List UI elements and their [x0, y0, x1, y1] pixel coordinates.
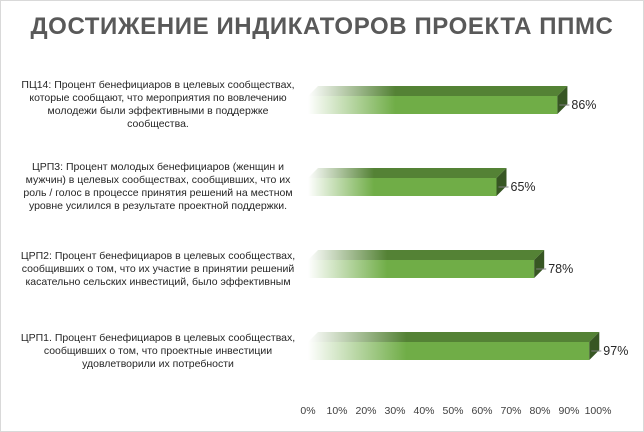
- category-label-line: ЦРП3: Процент молодых бенефициаров (женщ…: [31, 161, 284, 173]
- category-label-line: роль / голос в процессе принятия решений…: [23, 187, 293, 199]
- category-label-line: ПЦ14: Процент бенефициаров в целевых соо…: [21, 79, 295, 91]
- bar-side-face: [557, 86, 568, 114]
- bar: [308, 342, 590, 360]
- data-label: 97%: [603, 344, 628, 358]
- category-label-line: ЦРП1. Процент бенефициаров в целевых соо…: [20, 331, 296, 344]
- bar: [308, 260, 535, 278]
- category-label-line: удовлетворили их потребности: [82, 357, 234, 370]
- bar-top-face: [308, 168, 507, 178]
- category-label: ЦРП3: Процент молодых бенефициаров (женщ…: [8, 161, 308, 213]
- category-label-line: ЦРП2: Процент бенефициаров в целевых соо…: [20, 249, 296, 262]
- bar: [308, 178, 497, 196]
- x-tick-label: 90%: [558, 405, 579, 417]
- x-tick-label: 40%: [413, 405, 434, 417]
- category-label-line: уровне усилился в результате проектной п…: [28, 200, 288, 212]
- category-label-line: мужчин) в целевых сообществах, сообщивши…: [25, 174, 291, 186]
- bar: [308, 96, 558, 114]
- category-label: ЦРП2: Процент бенефициаров в целевых соо…: [8, 250, 308, 289]
- category-label: ПЦ14: Процент бенефициаров в целевых соо…: [8, 79, 308, 131]
- bar-side-face: [589, 332, 600, 360]
- category-label: ЦРП1. Процент бенефициаров в целевых соо…: [8, 332, 308, 371]
- x-tick-label: 60%: [471, 405, 492, 417]
- category-label-line: которые сообщают, что мероприятия по вов…: [29, 92, 287, 104]
- x-tick-label: 20%: [355, 405, 376, 417]
- data-label: 86%: [571, 98, 596, 112]
- data-label: 78%: [548, 262, 573, 276]
- bar-top-face: [308, 332, 600, 342]
- bar-top-face: [308, 86, 568, 96]
- bar-side-face: [496, 168, 507, 196]
- chart-title: ДОСТИЖЕНИЕ ИНДИКАТОРОВ ПРОЕКТА ППМС: [30, 13, 614, 40]
- x-tick-label: 10%: [326, 405, 347, 417]
- x-tick-label: 50%: [442, 405, 463, 417]
- data-label: 65%: [511, 180, 536, 194]
- x-tick-label: 70%: [500, 405, 521, 417]
- bar-top-face: [308, 250, 545, 260]
- x-tick-label: 80%: [529, 405, 550, 417]
- bar-side-face: [534, 250, 545, 278]
- x-tick-label: 0%: [300, 405, 315, 417]
- category-label-line: молодежи были эффективными в поддержке: [47, 105, 269, 117]
- category-label-line: сообщества.: [127, 118, 189, 130]
- x-tick-label: 100%: [585, 405, 612, 417]
- category-label-line: сообщивших о том, что проектные инвестиц…: [43, 344, 273, 357]
- category-label-line: сообщивших о том, что их участие в приня…: [21, 262, 295, 275]
- category-label-line: касательно сельских инвестиций, было эфф…: [25, 275, 291, 288]
- x-tick-label: 30%: [384, 405, 405, 417]
